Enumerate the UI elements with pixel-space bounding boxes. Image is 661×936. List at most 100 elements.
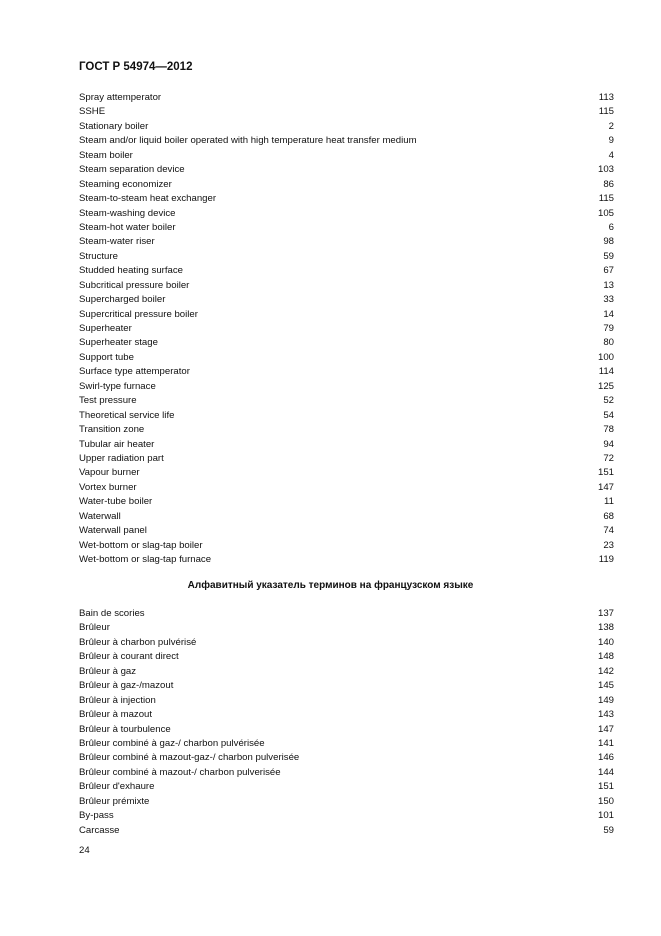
document-header: ГОСТ Р 54974—2012 — [79, 61, 193, 73]
index-entry: Surface type attemperator 114 — [79, 365, 614, 379]
index-term: Vortex burner — [79, 481, 137, 493]
index-entry: Spray attemperator 113 — [79, 91, 614, 105]
index-term: Steam-to-steam heat exchanger — [79, 193, 217, 205]
index-entry: Brûleur prémixte 150 — [79, 795, 614, 809]
index-page: 115 — [598, 193, 614, 205]
index-term: Water-tube boiler — [79, 496, 153, 508]
index-term: Brûleur à gaz-/mazout — [79, 680, 174, 692]
index-entry: Vortex burner 147 — [79, 481, 614, 495]
index-entry: Brûleur 138 — [79, 621, 614, 635]
index-term: Theoretical service life — [79, 409, 175, 421]
index-entry: Brûleur à injection 149 — [79, 694, 614, 708]
index-entry: Structure 59 — [79, 250, 614, 264]
index-term: Vapour burner — [79, 467, 140, 479]
index-term: Superheater — [79, 323, 132, 334]
index-page: 33 — [603, 294, 614, 306]
index-term: Brûleur combiné à mazout-gaz-/ charbon p… — [79, 752, 300, 764]
index-page: 68 — [603, 510, 614, 522]
index-page: 4 — [608, 149, 614, 161]
index-entry: Brûleur à tourbulence 147 — [79, 723, 614, 737]
index-page: 119 — [598, 554, 614, 565]
index-page: 59 — [603, 824, 614, 836]
index-term: By-pass — [79, 810, 114, 822]
index-term: Structure — [79, 250, 118, 262]
index-page: 113 — [598, 92, 614, 103]
index-term: Brûleur d'exhaure — [79, 781, 155, 793]
index-entry: Supercharged boiler 33 — [79, 293, 614, 307]
index-page: 151 — [597, 781, 614, 793]
index-entry: Studded heating surface 67 — [79, 264, 614, 278]
index-term: Steam separation device — [79, 164, 185, 176]
index-entry: Transition zone 78 — [79, 423, 614, 437]
index-term: Waterwall — [79, 510, 121, 522]
index-page: 146 — [597, 752, 614, 764]
index-page: 98 — [603, 236, 614, 248]
index-entry: Theoretical service life 54 — [79, 409, 614, 423]
index-entry: Brûleur combiné à gaz-/ charbon pulvéris… — [79, 737, 614, 751]
index-entry: Wet-bottom or slag-tap furnace 119 — [79, 553, 614, 567]
index-entry: Brûleur à charbon pulvérisé 140 — [79, 636, 614, 650]
index-term: Surface type attemperator — [79, 366, 190, 378]
index-entry: Brûleur à courant direct 148 — [79, 650, 614, 664]
index-page: 52 — [603, 395, 614, 407]
index-entry: Subcritical pressure boiler 13 — [79, 279, 614, 293]
index-term: Supercharged boiler — [79, 294, 166, 306]
index-page: 125 — [597, 380, 614, 392]
index-term: Upper radiation part — [79, 452, 164, 464]
index-term: Test pressure — [79, 395, 137, 407]
index-term: Steam and/or liquid boiler operated with… — [79, 135, 417, 147]
index-term: Brûleur — [79, 622, 110, 634]
index-entry: Steaming economizer 86 — [79, 178, 614, 192]
index-term: Stationary boiler — [79, 120, 149, 132]
english-index-list: Spray attemperator 113 SSHE 115 Stationary b… — [79, 91, 614, 567]
index-entry: Brûleur à mazout 143 — [79, 708, 614, 722]
index-page: 143 — [597, 709, 614, 721]
index-page: 74 — [603, 525, 614, 537]
index-entry: Steam-to-steam heat exchanger 115 — [79, 192, 614, 206]
index-term: Subcritical pressure boiler — [79, 279, 190, 291]
index-term: Brûleur à mazout — [79, 709, 153, 721]
index-term: Wet-bottom or slag-tap boiler — [79, 539, 203, 551]
index-term: Brûleur à tourbulence — [79, 723, 171, 735]
index-term: Bain de scories — [79, 608, 145, 619]
index-page: 86 — [603, 178, 614, 190]
index-page: 54 — [603, 409, 614, 421]
index-page: 147 — [597, 723, 614, 735]
index-entry: Swirl-type furnace 125 — [79, 380, 614, 394]
index-term: Carcasse — [79, 824, 120, 836]
index-page: 149 — [597, 694, 614, 706]
index-entry: Test pressure 52 — [79, 394, 614, 408]
index-term: Transition zone — [79, 424, 145, 436]
index-page: 59 — [603, 250, 614, 262]
index-page: 115 — [598, 106, 614, 118]
index-page: 140 — [597, 636, 614, 648]
index-page: 151 — [597, 467, 614, 479]
index-term: Tubular air heater — [79, 438, 155, 450]
index-entry: Steam separation device 103 — [79, 163, 614, 177]
index-term: Brûleur à gaz — [79, 665, 137, 677]
index-page: 150 — [597, 795, 614, 807]
index-entry: Steam-washing device 105 — [79, 207, 614, 221]
index-entry: Support tube 100 — [79, 351, 614, 365]
index-page: 67 — [603, 265, 614, 277]
index-term: Steaming economizer — [79, 178, 172, 190]
index-page: 101 — [597, 810, 614, 822]
index-page: 138 — [597, 622, 614, 634]
index-term: Support tube — [79, 351, 134, 363]
index-term: Brûleur combiné à mazout-/ charbon pulve… — [79, 766, 281, 778]
index-term: Supercritical pressure boiler — [79, 308, 198, 320]
index-page: 11 — [604, 496, 614, 508]
index-entry: Waterwall 68 — [79, 510, 614, 524]
index-page: 13 — [603, 279, 614, 291]
index-term: Brûleur prémixte — [79, 795, 150, 807]
index-entry: Bain de scories 137 — [79, 607, 614, 621]
index-term: Superheater stage — [79, 337, 158, 349]
index-entry: Superheater stage 80 — [79, 336, 614, 350]
index-page: 147 — [597, 481, 614, 493]
index-term: Swirl-type furnace — [79, 380, 156, 392]
index-page: 144 — [597, 766, 614, 778]
index-page: 105 — [597, 207, 614, 219]
index-page: 23 — [603, 539, 614, 551]
index-page: 79 — [603, 323, 614, 334]
index-entry: Waterwall panel 74 — [79, 524, 614, 538]
